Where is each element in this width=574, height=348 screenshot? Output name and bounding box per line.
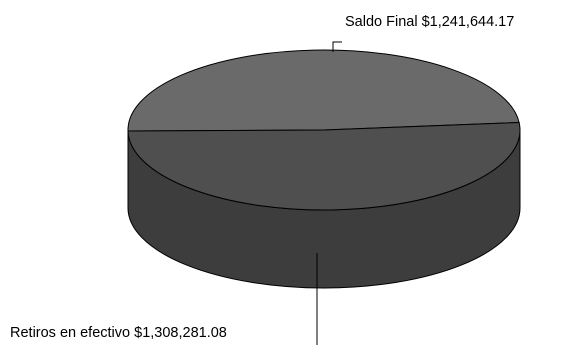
data-label-saldo-final: Saldo Final $1,241,644.17 [345, 14, 514, 30]
leader-line-saldo-final [332, 41, 342, 52]
data-label-retiros-en-efectivo: Retiros en efectivo $1,308,281.08 [10, 325, 227, 341]
slice-retiros-en-efectivo [127, 121, 521, 211]
slice-saldo-final [127, 49, 520, 132]
